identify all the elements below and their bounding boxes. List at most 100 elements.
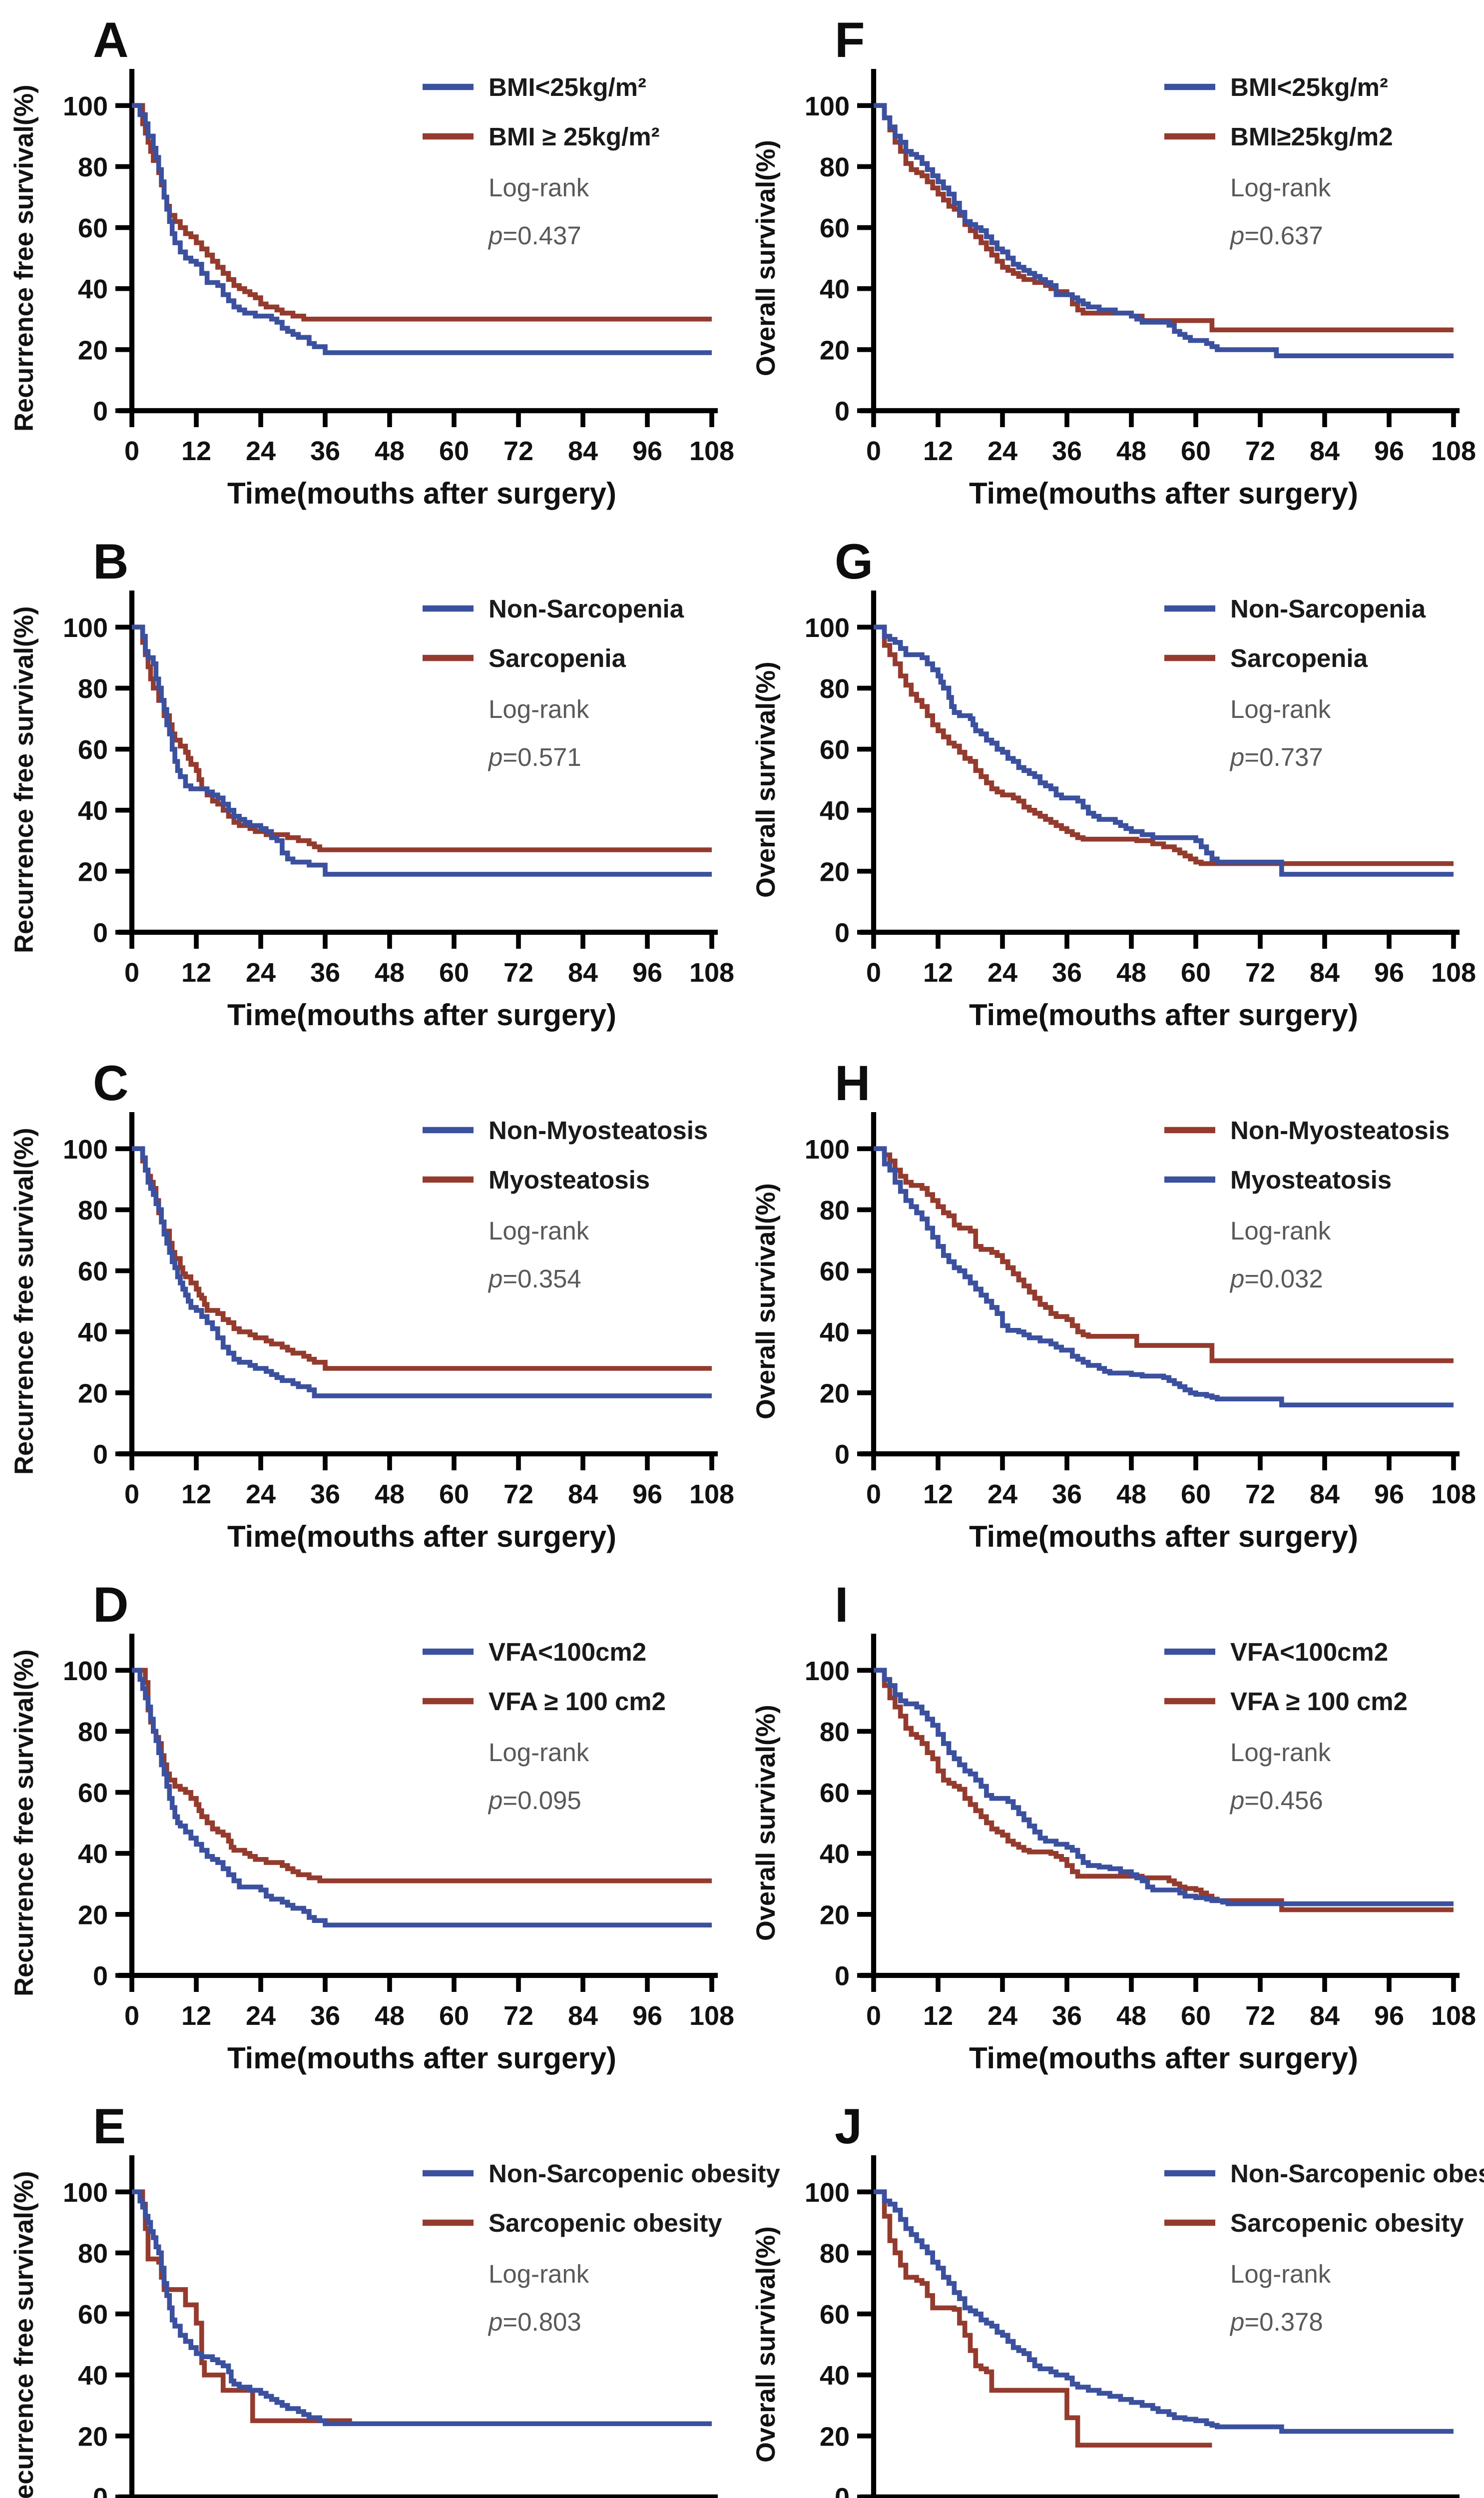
x-tick-label: 48 — [375, 436, 405, 466]
km-plot-C: C 0 12 24 36 48 60 72 84 96 108 0 20 40 60 80 100 Time(mo… — [9, 1055, 734, 1553]
p-value: p=0.378 — [1229, 2308, 1323, 2336]
x-tick-label: 36 — [310, 436, 340, 466]
x-tick-label: 84 — [568, 436, 598, 466]
legend-label: VFA ≥ 100 cm2 — [1230, 1687, 1408, 1716]
x-tick-label: 36 — [1052, 958, 1082, 988]
x-tick-label: 48 — [375, 958, 405, 988]
panel-letter-B: B — [93, 534, 129, 589]
legend-label: BMI≥25kg/m2 — [1230, 122, 1393, 151]
km-plot-D: D 0 12 24 36 48 60 72 84 96 108 0 20 40 60 80 100 Time(mo… — [9, 1577, 734, 2075]
x-tick-label: 60 — [439, 436, 469, 466]
x-tick-label: 72 — [503, 436, 533, 466]
panel-letter-G: G — [835, 534, 873, 589]
x-tick-label: 108 — [689, 436, 734, 466]
legend-label: Myosteatosis — [489, 1166, 650, 1194]
y-tick-label: 60 — [78, 2300, 108, 2330]
y-tick-label: 60 — [820, 1778, 850, 1808]
x-tick-label: 36 — [1052, 2001, 1082, 2031]
x-tick-label: 84 — [1310, 958, 1340, 988]
y-tick-label: 20 — [78, 335, 108, 365]
panel-G: G 0 12 24 36 48 60 72 84 96 108 0 20 40 60 80 100 Time(mo… — [742, 522, 1484, 1043]
km-plot-J: J01224364860728496108020406080100Time(mo… — [751, 2098, 1484, 2498]
km-curve-red — [874, 2189, 1212, 2448]
logrank-label: Log-rank — [1230, 695, 1331, 723]
x-tick-label: 84 — [1310, 2001, 1340, 2031]
x-axis-label: Time(mouths after surgery) — [227, 2041, 616, 2075]
p-value-number: =0.354 — [502, 1264, 581, 1293]
km-curve-blue — [874, 1146, 1454, 1407]
km-plot-H: H 0 12 24 36 48 60 72 84 96 108 0 20 40 60 80 100 Time(mo… — [751, 1055, 1476, 1553]
y-tick-label: 40 — [820, 1839, 850, 1869]
y-tick-label: 20 — [820, 1900, 850, 1930]
x-tick-label: 0 — [866, 436, 881, 466]
x-tick-label: 12 — [181, 2001, 211, 2031]
km-curve-red — [874, 1668, 1454, 1912]
legend-label: VFA ≥ 100 cm2 — [489, 1687, 666, 1716]
x-tick-label: 36 — [1052, 436, 1082, 466]
x-tick-label: 96 — [632, 436, 662, 466]
x-tick-label: 108 — [689, 958, 734, 988]
y-tick-label: 0 — [835, 918, 850, 948]
km-plot-A: A 0 12 24 36 48 60 72 84 96 108 0 20 40 60 80 100 Time(mo… — [9, 12, 734, 510]
p-value: p=0.637 — [1229, 221, 1323, 250]
km-curve-blue — [132, 624, 712, 877]
y-axis-label: Recurrence free survival(%) — [9, 2171, 39, 2498]
x-tick-label: 12 — [181, 1479, 211, 1509]
logrank-label: Log-rank — [1230, 2260, 1331, 2288]
y-tick-label: 40 — [78, 1317, 108, 1347]
x-tick-label: 108 — [1431, 2001, 1476, 2031]
y-axis-label: Recurrence free survival(%) — [9, 1649, 39, 1996]
panel-letter-C: C — [93, 1055, 129, 1111]
legend-label: BMI<25kg/m² — [489, 73, 646, 101]
p-value: p=0.032 — [1229, 1264, 1323, 1293]
p-value-number: =0.437 — [502, 221, 581, 250]
logrank-label: Log-rank — [489, 1217, 589, 1245]
y-axis-label: Recurrence free survival(%) — [9, 1128, 39, 1475]
p-value-number: =0.032 — [1244, 1264, 1323, 1293]
x-axis-label: Time(mouths after surgery) — [969, 477, 1358, 510]
panel-F: F 0 12 24 36 48 60 72 84 96 108 0 20 40 60 80 100 Time(mo… — [742, 0, 1484, 522]
x-axis-label: Time(mouths after surgery) — [969, 2041, 1358, 2075]
y-tick-label: 100 — [63, 1135, 108, 1165]
x-tick-label: 24 — [988, 1479, 1017, 1509]
x-tick-label: 24 — [988, 2001, 1017, 2031]
y-tick-label: 20 — [78, 2422, 108, 2452]
x-tick-label: 48 — [1116, 1479, 1146, 1509]
x-tick-label: 24 — [988, 436, 1017, 466]
legend-label: Non-Myosteatosis — [1230, 1116, 1450, 1145]
x-axis-label: Time(mouths after surgery) — [227, 1520, 616, 1553]
p-value-number: =0.803 — [502, 2308, 581, 2336]
y-tick-label: 80 — [820, 152, 850, 182]
x-tick-label: 72 — [1245, 1479, 1275, 1509]
x-tick-label: 84 — [568, 2001, 598, 2031]
y-tick-label: 40 — [78, 1839, 108, 1869]
y-axis-label: Overall survival(%) — [751, 2226, 781, 2463]
y-tick-label: 100 — [63, 2178, 108, 2208]
y-tick-label: 20 — [78, 1900, 108, 1930]
x-tick-label: 108 — [1431, 436, 1476, 466]
x-tick-label: 72 — [503, 1479, 533, 1509]
p-symbol: p — [488, 2308, 502, 2336]
x-tick-label: 84 — [1310, 436, 1340, 466]
y-tick-label: 100 — [805, 613, 850, 643]
x-tick-label: 24 — [988, 958, 1017, 988]
y-tick-label: 100 — [63, 613, 108, 643]
x-tick-label: 96 — [1374, 958, 1404, 988]
y-tick-label: 80 — [78, 1717, 108, 1747]
y-axis-label: Overall survival(%) — [751, 140, 781, 376]
panel-letter-A: A — [93, 12, 129, 67]
x-tick-label: 72 — [1245, 436, 1275, 466]
x-tick-label: 36 — [310, 2001, 340, 2031]
y-tick-label: 60 — [78, 1256, 108, 1286]
x-tick-label: 96 — [1374, 2001, 1404, 2031]
x-tick-label: 36 — [310, 958, 340, 988]
x-tick-label: 60 — [1181, 958, 1211, 988]
x-tick-label: 0 — [124, 958, 139, 988]
y-tick-label: 0 — [93, 2483, 108, 2498]
x-tick-label: 60 — [439, 2001, 469, 2031]
x-tick-label: 12 — [923, 1479, 953, 1509]
p-symbol: p — [488, 743, 502, 771]
y-tick-label: 40 — [78, 2361, 108, 2391]
logrank-label: Log-rank — [489, 695, 589, 723]
